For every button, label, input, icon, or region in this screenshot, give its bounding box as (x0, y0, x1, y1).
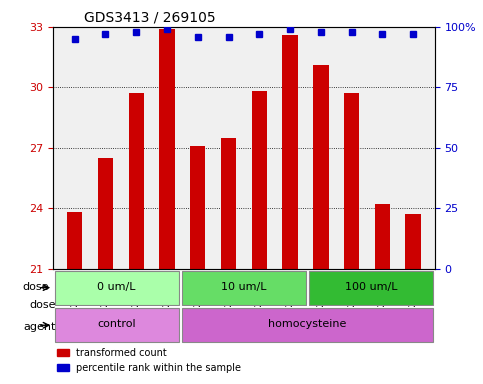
Bar (190, 146, 205, 269)
Text: homocysteine: homocysteine (269, 319, 347, 329)
Bar (375, 204, 390, 269)
FancyBboxPatch shape (182, 308, 433, 342)
Bar (313, 65, 328, 269)
Bar (344, 93, 359, 269)
Bar (405, 214, 421, 269)
Bar (221, 138, 236, 269)
FancyBboxPatch shape (309, 271, 433, 305)
Text: agent: agent (23, 322, 56, 332)
Text: dose: dose (23, 282, 49, 292)
Text: control: control (98, 319, 136, 329)
Legend: transformed count, percentile rank within the sample: transformed count, percentile rank withi… (53, 344, 245, 377)
Text: 10 um/L: 10 um/L (221, 282, 267, 292)
FancyBboxPatch shape (182, 271, 306, 305)
FancyBboxPatch shape (55, 271, 179, 305)
Bar (67, 212, 83, 269)
Text: 0 um/L: 0 um/L (98, 282, 136, 292)
Text: GDS3413 / 269105: GDS3413 / 269105 (84, 10, 215, 24)
Bar (128, 93, 144, 269)
Bar (159, 29, 175, 269)
Bar (283, 35, 298, 269)
Text: 100 um/L: 100 um/L (345, 282, 398, 292)
FancyBboxPatch shape (55, 308, 179, 342)
Text: dose: dose (29, 300, 56, 310)
Bar (98, 158, 113, 269)
Bar (252, 91, 267, 269)
